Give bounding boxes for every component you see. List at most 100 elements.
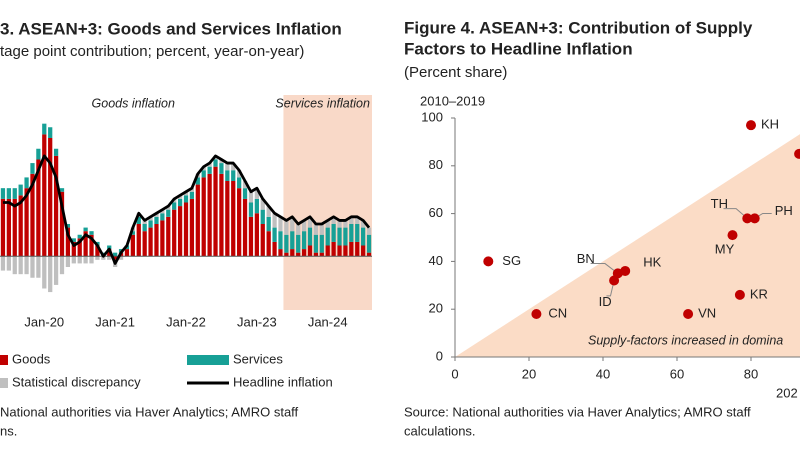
x-tick-label: Jan-24 bbox=[308, 314, 348, 329]
bar-segment bbox=[248, 202, 254, 217]
bar-segment bbox=[313, 224, 319, 235]
bar-segment bbox=[83, 231, 88, 257]
bar-segment bbox=[237, 170, 242, 178]
bar-segment bbox=[136, 216, 141, 224]
bar-segment bbox=[142, 231, 147, 257]
bar-segment bbox=[18, 184, 23, 196]
headline-line bbox=[2, 154, 371, 265]
bar-segment bbox=[260, 224, 265, 257]
bar-segment bbox=[355, 241, 360, 257]
bar-segment bbox=[325, 227, 330, 246]
bar-segment bbox=[349, 241, 354, 257]
bar-segment bbox=[331, 241, 336, 257]
bar-segment bbox=[195, 184, 200, 257]
bar-segment bbox=[313, 252, 319, 257]
bar-segment bbox=[189, 188, 195, 192]
bar-segment bbox=[166, 216, 171, 257]
bar-segment bbox=[237, 177, 242, 189]
bar-segment bbox=[296, 224, 301, 235]
bar-segment bbox=[355, 224, 360, 242]
bar-segment bbox=[301, 249, 307, 257]
bar-segment bbox=[48, 256, 53, 293]
bar-segment bbox=[237, 188, 242, 257]
bar-segment bbox=[136, 224, 141, 257]
bar-segment bbox=[65, 227, 71, 257]
legend-label: Services bbox=[233, 351, 283, 366]
x-tick-label: 0 bbox=[451, 366, 458, 381]
bar-segment bbox=[89, 234, 94, 257]
y-tick-label: 20 bbox=[429, 301, 443, 316]
bar-segment bbox=[361, 220, 366, 228]
bar-segment bbox=[24, 188, 29, 257]
bar-segment bbox=[172, 202, 177, 210]
bar-segment bbox=[331, 216, 336, 224]
scatter-point bbox=[609, 275, 620, 286]
bar-segment bbox=[107, 245, 112, 250]
bar-segment bbox=[207, 173, 212, 257]
point-label: BN bbox=[577, 251, 595, 266]
bar-segment bbox=[148, 216, 153, 221]
scatter-point bbox=[749, 213, 760, 224]
bar-segment bbox=[349, 224, 354, 242]
bar-segment bbox=[301, 220, 307, 232]
bar-segment bbox=[225, 181, 230, 257]
bar-segment bbox=[42, 256, 47, 289]
bar-segment bbox=[177, 195, 183, 199]
bar-segment bbox=[0, 188, 6, 199]
bar-segment bbox=[248, 191, 254, 203]
annotation: Goods inflation bbox=[92, 96, 175, 110]
bar-segment bbox=[18, 256, 23, 275]
shaded-period bbox=[283, 95, 372, 310]
bar-segment bbox=[36, 159, 41, 257]
bar-segment bbox=[337, 220, 342, 228]
legend-swatch bbox=[0, 355, 8, 365]
bar-segment bbox=[319, 234, 324, 253]
bar-segment bbox=[154, 224, 159, 257]
bar-segment bbox=[201, 177, 206, 257]
bar-segment bbox=[177, 198, 183, 207]
chart-subtitle: tage point contribution; percent, year-o… bbox=[0, 43, 304, 60]
bar-segment bbox=[12, 256, 17, 275]
point-label: PH bbox=[775, 203, 793, 218]
legend-label: Goods bbox=[12, 351, 51, 366]
bar-segment bbox=[349, 216, 354, 224]
bar-segment bbox=[301, 231, 307, 250]
y-tick-label: 40 bbox=[429, 253, 443, 268]
bar-segment bbox=[30, 163, 35, 174]
y-tick-label: 100 bbox=[421, 109, 443, 124]
point-label: HK bbox=[643, 254, 661, 269]
bar-segment bbox=[290, 216, 295, 232]
bar-segment bbox=[284, 220, 289, 235]
bar-segment bbox=[284, 252, 289, 257]
bar-segment bbox=[307, 245, 313, 257]
bar-segment bbox=[272, 227, 277, 242]
bar-segment bbox=[24, 256, 29, 275]
bar-segment bbox=[142, 220, 147, 224]
bar-segment bbox=[160, 213, 165, 221]
bar-segment bbox=[189, 198, 195, 257]
bar-segment bbox=[366, 234, 372, 253]
bar-segment bbox=[219, 173, 224, 257]
bar-segment bbox=[325, 245, 330, 257]
bar-segment bbox=[319, 252, 324, 257]
bar-segment bbox=[59, 191, 65, 257]
bar-segment bbox=[319, 224, 324, 235]
bar-segment bbox=[71, 256, 76, 264]
bar-segment bbox=[231, 163, 236, 171]
bar-segment bbox=[361, 227, 366, 246]
bar-segment bbox=[95, 245, 100, 257]
scatter-point bbox=[531, 308, 542, 319]
bar-segment bbox=[42, 134, 47, 257]
bar-segment bbox=[18, 195, 23, 257]
bar-segment bbox=[213, 159, 218, 167]
bar-segment bbox=[242, 188, 248, 199]
bar-segment bbox=[6, 256, 11, 271]
bar-segment bbox=[166, 209, 171, 217]
bar-segment bbox=[213, 166, 218, 257]
bar-segment bbox=[65, 224, 71, 228]
scatter-point bbox=[620, 265, 631, 276]
x-tick-label: Jan-23 bbox=[237, 314, 277, 329]
bar-segment bbox=[107, 256, 112, 260]
y-axis-label: 2010–2019 bbox=[420, 93, 485, 108]
chart-title: Figure 4. ASEAN+3: Contribution of Suppl… bbox=[404, 18, 753, 37]
